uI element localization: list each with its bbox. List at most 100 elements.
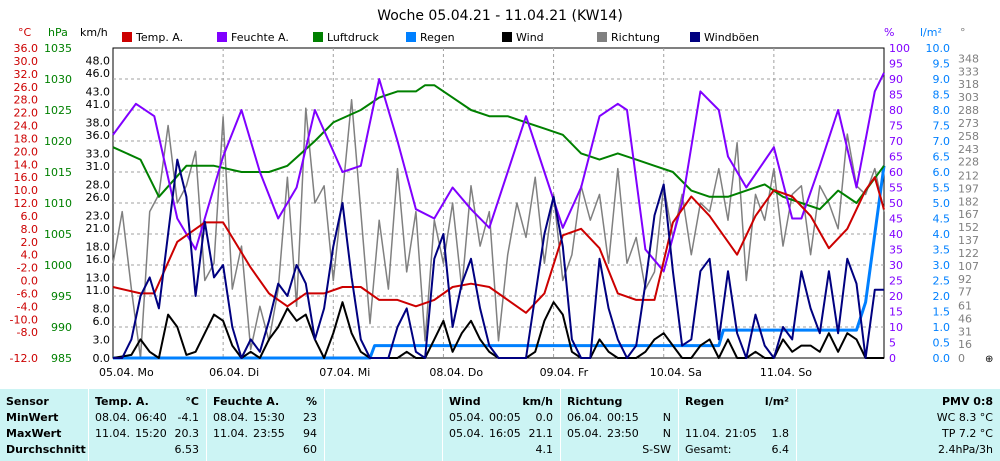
- rain-unit-label: l/m²: [920, 26, 942, 39]
- wind-tick-label: 26.0: [86, 191, 111, 204]
- stats-rain-column: Regen l/m² 11.04. 21:05 1.8 Gesamt: 6.4: [678, 389, 797, 461]
- series-line-regen: [113, 165, 886, 360]
- stats-temp-min-date: 08.04.: [95, 411, 130, 424]
- humidity-tick-label: 85: [889, 89, 903, 102]
- x-tick-label: 08.04. Do: [429, 366, 483, 379]
- temp-tick-label: 36.0: [14, 42, 39, 55]
- temp-alt-tick-label: 6.0: [21, 210, 39, 223]
- stats-wind-max-date: 05.04.: [449, 427, 484, 440]
- series-line-feuchte-a: [112, 72, 885, 273]
- direction-tick-label: 122: [958, 247, 979, 260]
- stats-wind-min-date: 05.04.: [449, 411, 484, 424]
- stats-direction-column: Richtung 06.04. 00:15 N 05.04. 23:50 N S…: [560, 389, 679, 461]
- wind-tick-label: 43.0: [86, 85, 111, 98]
- stats-humidity-column: Feuchte A. % 08.04. 15:30 23 11.04. 23:5…: [206, 389, 325, 461]
- stats-humidity-min-value: 23: [303, 411, 317, 424]
- temp-alt-tick-label: -2.0: [17, 262, 38, 275]
- legend-swatch: [313, 32, 323, 42]
- wind-tick-label: 46.0: [86, 67, 111, 80]
- stats-sensor-header: Sensor: [6, 395, 49, 408]
- temp-tick-label: 16.0: [14, 171, 39, 184]
- stats-direction-max-value: N: [662, 427, 671, 440]
- rain-tick-label: 9.5: [933, 58, 951, 71]
- direction-tick-label: 61: [958, 299, 972, 312]
- temp-alt-tick-label: 18.0: [14, 132, 39, 145]
- stats-wind-unit: km/h: [522, 395, 553, 408]
- stats-direction-min-value: N: [662, 411, 671, 424]
- x-tick-label: 07.04. Mi: [319, 366, 370, 379]
- hpa-tick-label: 1015: [44, 166, 72, 179]
- rain-tick-label: 5.0: [933, 197, 951, 210]
- legend-label: Wind: [516, 31, 544, 44]
- weather-chart: Woche 05.04.21 - 11.04.21 (KW14) °C hPa km/…: [10, 8, 994, 379]
- temp-tick-label: 8.0: [21, 223, 39, 236]
- stats-temp-header: Temp. A.: [95, 395, 149, 408]
- rain-tick-label: 3.0: [933, 259, 951, 272]
- direction-tick-label: 137: [958, 234, 979, 247]
- temp-tick-label: -12.0: [10, 352, 38, 365]
- direction-tick-label: 167: [958, 208, 979, 221]
- temp-alt-tick-label: 22.0: [14, 107, 39, 120]
- stats-pmv-column: PMV 0:8 WC 8.3 °C TP 7.2 °C 2.4hPa/3h: [796, 389, 1000, 461]
- humidity-tick-label: 5: [889, 337, 896, 350]
- wind-tick-label: 28.0: [86, 178, 111, 191]
- x-tick-label: 10.04. Sa: [650, 366, 702, 379]
- stats-direction-min-date: 06.04.: [567, 411, 602, 424]
- stats-sensor-column: Sensor MinWert MaxWert Durchschnitt: [0, 389, 88, 461]
- stats-rain-max-time: 21:05: [725, 427, 757, 440]
- stats-empty-column: [324, 389, 443, 461]
- x-tick-label: 06.04. Di: [209, 366, 259, 379]
- legend-label: Regen: [420, 31, 455, 44]
- stats-rain-header: Regen: [685, 395, 725, 408]
- rain-tick-label: 8.5: [933, 89, 951, 102]
- stats-min-label: MinWert: [6, 411, 59, 424]
- rain-tick-label: 1.5: [933, 306, 951, 319]
- humidity-tick-label: 40: [889, 228, 903, 241]
- legend-swatch: [217, 32, 227, 42]
- hpa-tick-label: 995: [51, 290, 72, 303]
- wind-tick-label: 13.0: [86, 271, 111, 284]
- hpa-tick-label: 1005: [44, 228, 72, 241]
- stats-direction-avg-value: S-SW: [642, 443, 671, 456]
- temp-tick-label: 4.0: [21, 249, 39, 262]
- humidity-tick-label: 65: [889, 151, 903, 164]
- stats-direction-header: Richtung: [567, 395, 623, 408]
- series-line-temp-a: [112, 176, 885, 314]
- direction-tick-label: 243: [958, 143, 979, 156]
- stats-temp-unit: °C: [185, 395, 199, 408]
- temp-alt-tick-label: 30.0: [14, 55, 39, 68]
- temp-tick-label: -8.0: [17, 326, 38, 339]
- temp-unit-label: °C: [18, 26, 32, 39]
- hpa-tick-label: 985: [51, 352, 72, 365]
- stats-direction-max-date: 05.04.: [567, 427, 602, 440]
- temp-tick-label: 12.0: [14, 197, 39, 210]
- wind-tick-label: 0.0: [93, 352, 111, 365]
- wind-tick-label: 38.0: [86, 116, 111, 129]
- direction-tick-label: 303: [958, 91, 979, 104]
- temp-alt-tick-label: 10.0: [14, 184, 39, 197]
- stats-temp-max-value: 20.3: [174, 427, 200, 440]
- stats-avg-label: Durchschnitt: [6, 443, 86, 456]
- stats-rain-max-date: 11.04.: [685, 427, 720, 440]
- humidity-tick-label: 100: [889, 42, 910, 55]
- humidity-tick-label: 90: [889, 73, 903, 86]
- rain-tick-label: 0.0: [933, 352, 951, 365]
- stats-temp-min-time: 06:40: [135, 411, 167, 424]
- humidity-tick-label: 55: [889, 182, 903, 195]
- rain-tick-label: 9.0: [933, 73, 951, 86]
- stats-temp-max-time: 15:20: [135, 427, 167, 440]
- rain-tick-label: 7.5: [933, 120, 951, 133]
- rain-tick-label: 4.5: [933, 213, 951, 226]
- temp-tick-label: 24.0: [14, 120, 39, 133]
- stats-rain-max-value: 1.8: [771, 427, 790, 440]
- wind-tick-label: 31.0: [86, 160, 111, 173]
- stats-humidity-max-date: 11.04.: [213, 427, 248, 440]
- direction-tick-label: 197: [958, 182, 979, 195]
- temp-tick-label: 32.0: [14, 68, 39, 81]
- rain-tick-label: 1.0: [933, 321, 951, 334]
- stats-humidity-max-value: 94: [303, 427, 317, 440]
- stats-temp-max-date: 11.04.: [95, 427, 130, 440]
- temp-tick-label: 28.0: [14, 94, 39, 107]
- stats-wind-column: Wind km/h 05.04. 00:05 0.0 05.04. 16:05 …: [442, 389, 561, 461]
- series-line-luftdruck: [112, 84, 885, 211]
